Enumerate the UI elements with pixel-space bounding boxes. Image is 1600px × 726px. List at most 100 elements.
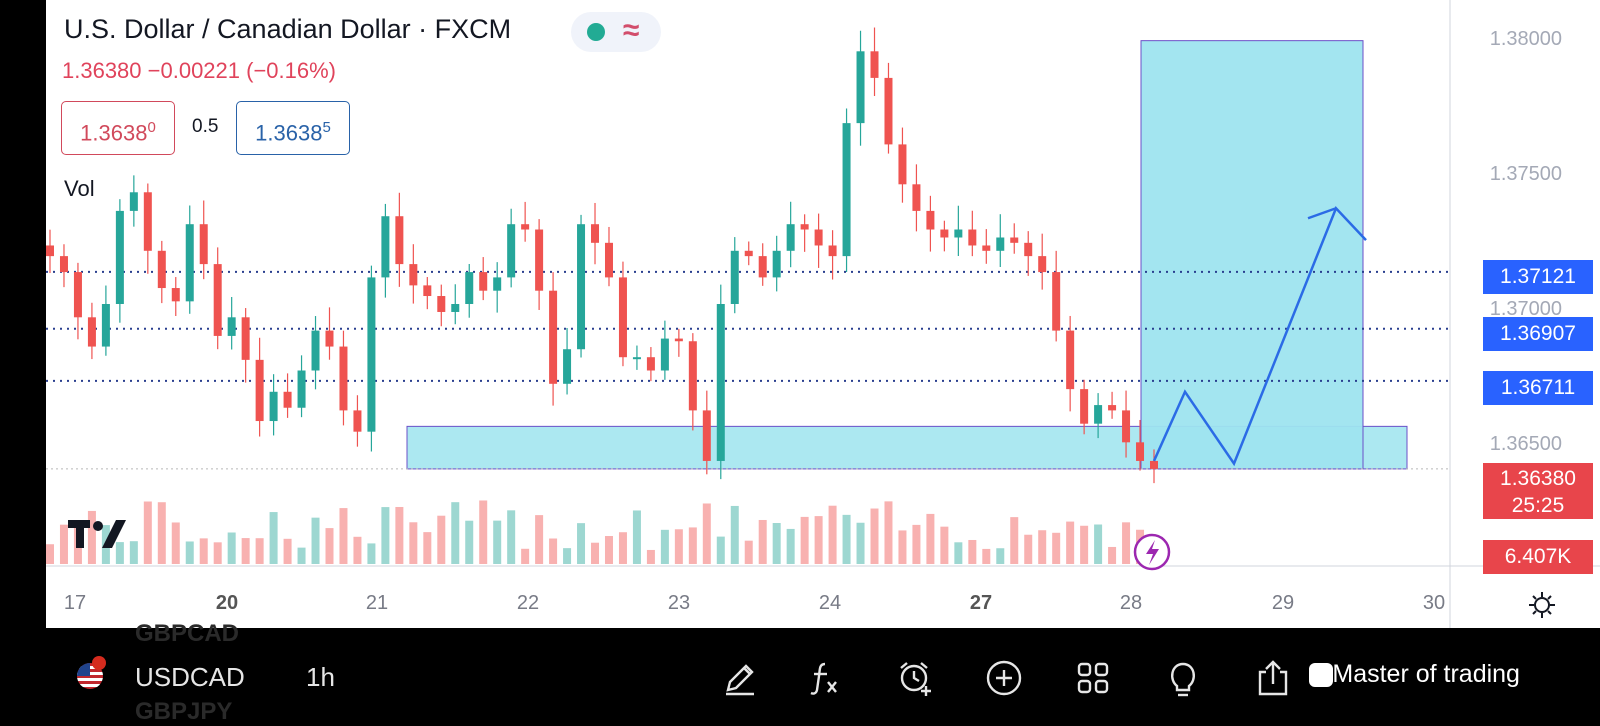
candle-body	[171, 288, 180, 302]
volume-indicator-label[interactable]: Vol	[64, 176, 95, 201]
candle-body	[1122, 410, 1131, 443]
bottom-toolbar	[0, 630, 1600, 720]
candle-body	[646, 357, 655, 371]
symbol-list-prev[interactable]: GBPCAD	[135, 620, 240, 647]
candle-body	[688, 341, 697, 411]
candle-body	[339, 346, 348, 411]
candle-body	[409, 264, 418, 286]
candle-body	[674, 338, 683, 342]
chart-canvas[interactable]	[46, 0, 1600, 628]
volume-bar	[842, 514, 851, 564]
market-open-dot-icon	[587, 23, 605, 41]
candle-body	[996, 237, 1005, 251]
volume-bar	[1024, 534, 1033, 564]
candle-body	[814, 229, 823, 246]
candle-body	[702, 410, 711, 461]
time-axis-label: 20	[215, 592, 239, 614]
volume-bar	[940, 526, 949, 564]
candle-body	[1094, 405, 1103, 424]
level-price-tag: 1.36907	[1483, 317, 1593, 351]
candle-body	[549, 290, 558, 384]
volume-bar	[423, 532, 432, 564]
buy-price: 1.3638	[255, 120, 323, 146]
alert-icon[interactable]	[893, 656, 937, 700]
candle-body	[898, 144, 907, 185]
candle-body	[535, 229, 544, 291]
settings-gear-icon[interactable]	[1527, 590, 1557, 620]
candle-body	[297, 370, 306, 408]
buy-price-pip: 5	[322, 119, 331, 136]
time-axis-label: 30	[1422, 592, 1446, 614]
candle-body	[1010, 237, 1019, 243]
share-icon[interactable]	[1251, 656, 1295, 700]
volume-bar	[1122, 522, 1131, 564]
candle-body	[926, 210, 935, 230]
candle-body	[1066, 330, 1075, 390]
volume-bar	[870, 508, 879, 564]
volume-bar	[143, 501, 152, 564]
candle-body	[856, 51, 865, 124]
candle-body	[227, 317, 236, 336]
volume-bar	[325, 528, 334, 564]
buy-button[interactable]: 1.36385	[236, 101, 350, 155]
facebook-icon	[1309, 663, 1333, 687]
candle-body	[46, 245, 54, 257]
time-axis-label: 27	[969, 592, 993, 614]
volume-bar	[255, 538, 264, 564]
volume-bar	[283, 538, 292, 564]
candle-body	[772, 250, 781, 278]
candle-body	[465, 272, 474, 304]
volume-bar	[856, 522, 865, 564]
time-axis-label: 21	[365, 592, 389, 614]
volume-bar	[1066, 521, 1075, 564]
symbol-list-next[interactable]: GBPJPY	[135, 698, 233, 725]
volume-bar	[185, 541, 194, 564]
candle-body	[744, 250, 753, 257]
grid-icon[interactable]	[1071, 656, 1115, 700]
candle-body	[213, 264, 222, 336]
interval-selector[interactable]: 1h	[306, 662, 335, 692]
volume-bar	[381, 507, 390, 564]
volume-bar	[227, 532, 236, 564]
candle-body	[1108, 405, 1117, 411]
volume-bar	[954, 542, 963, 564]
volume-bar	[297, 547, 306, 564]
pencil-icon[interactable]	[718, 656, 762, 700]
watermark-text: @Master of trading	[1307, 660, 1520, 688]
volume-bar	[1010, 517, 1019, 564]
candle-body	[115, 210, 124, 304]
tilde-icon: ≈	[623, 14, 640, 47]
volume-bar	[241, 538, 250, 564]
time-axis-label: 17	[63, 592, 87, 614]
candle-body	[1136, 442, 1145, 461]
add-icon[interactable]	[982, 656, 1026, 700]
candle-body	[618, 277, 627, 358]
volume-bar	[395, 506, 404, 564]
symbol-selector[interactable]: USDCAD	[135, 662, 245, 692]
volume-bar	[115, 542, 124, 564]
candle-body	[1080, 389, 1089, 424]
volume-bar	[912, 524, 921, 564]
volume-bar	[828, 505, 837, 564]
candle-body	[283, 391, 292, 408]
candle-body	[912, 184, 921, 211]
tradingview-logo-icon	[68, 520, 126, 548]
volume-bar	[744, 540, 753, 564]
candle-body	[563, 349, 572, 384]
candle-body	[940, 229, 949, 238]
volume-bar	[758, 519, 767, 564]
time-axis-label: 28	[1119, 592, 1143, 614]
volume-bar	[996, 548, 1005, 564]
candle-body	[982, 245, 991, 251]
function-icon[interactable]	[803, 656, 847, 700]
volume-bar	[716, 536, 725, 564]
market-status-toggle[interactable]: ≈	[571, 12, 661, 52]
volume-bar	[674, 529, 683, 564]
volume-bar	[59, 524, 68, 564]
idea-icon[interactable]	[1161, 656, 1205, 700]
time-axis-label: 22	[516, 592, 540, 614]
volume-bar	[409, 522, 418, 564]
usd-flag-icon	[77, 663, 103, 689]
sell-button[interactable]: 1.36380	[61, 101, 175, 155]
volume-bar	[660, 529, 669, 564]
